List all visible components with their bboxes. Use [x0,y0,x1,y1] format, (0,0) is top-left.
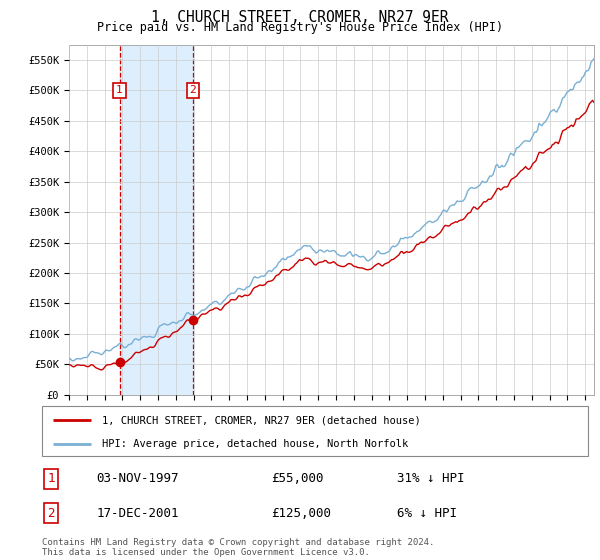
Bar [119,45,193,395]
Text: 31% ↓ HPI: 31% ↓ HPI [397,472,464,485]
Text: 1: 1 [116,86,123,95]
Text: HPI: Average price, detached house, North Norfolk: HPI: Average price, detached house, Nort… [102,439,409,449]
Text: £125,000: £125,000 [271,507,331,520]
Text: Contains HM Land Registry data © Crown copyright and database right 2024.
This d: Contains HM Land Registry data © Crown c… [42,538,434,557]
FancyBboxPatch shape [42,406,588,456]
Text: 2: 2 [190,86,196,95]
Text: 17-DEC-2001: 17-DEC-2001 [97,507,179,520]
Text: 03-NOV-1997: 03-NOV-1997 [97,472,179,485]
Text: 6% ↓ HPI: 6% ↓ HPI [397,507,457,520]
Text: 1, CHURCH STREET, CROMER, NR27 9ER (detached house): 1, CHURCH STREET, CROMER, NR27 9ER (deta… [102,415,421,425]
Text: £55,000: £55,000 [271,472,324,485]
Text: 1: 1 [47,472,55,485]
Text: 2: 2 [47,507,55,520]
Text: Price paid vs. HM Land Registry's House Price Index (HPI): Price paid vs. HM Land Registry's House … [97,21,503,34]
Text: 1, CHURCH STREET, CROMER, NR27 9ER: 1, CHURCH STREET, CROMER, NR27 9ER [151,10,449,25]
